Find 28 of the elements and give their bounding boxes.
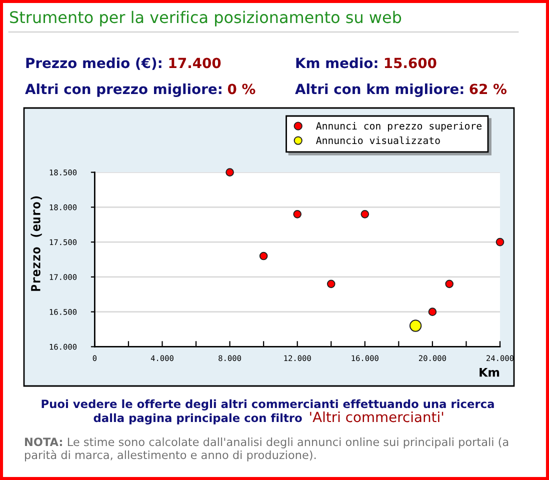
legend-label: Annunci con prezzo superiore xyxy=(316,122,482,132)
text: 0 % xyxy=(228,84,256,94)
point xyxy=(326,280,336,288)
legend-label: Annuncio visualizzato xyxy=(316,136,440,144)
point xyxy=(496,238,504,246)
text: 17.400 xyxy=(169,58,221,68)
point xyxy=(409,320,422,332)
text: Altri con prezzo migliore: xyxy=(25,83,222,97)
point xyxy=(360,210,370,218)
point xyxy=(445,280,454,288)
text: Km medio: xyxy=(296,57,378,68)
text: 15.600 xyxy=(384,58,436,68)
point xyxy=(226,168,234,176)
x-axis-title: Km xyxy=(480,368,500,377)
text: Le stime sono calcolate dall'analisi degli annunci online sui principali portali (a xyxy=(68,437,508,448)
point xyxy=(428,308,437,316)
chart-title: Strumento per la verifica posizionamento su web xyxy=(10,10,402,26)
text: dalla pagina principale con filtro xyxy=(94,413,302,424)
text: parità di marca, allestimento e anno di produzione). xyxy=(25,450,316,462)
text: Prezzo medio (€): xyxy=(26,57,162,70)
y-axis-title: Prezzo (euro) xyxy=(30,196,42,291)
point xyxy=(293,210,302,218)
text: Altri con km migliore: xyxy=(295,83,464,97)
text: NOTA: xyxy=(25,438,62,446)
text: Puoi vedere le offerte degli altri commercianti effettuando una ricerca xyxy=(42,399,494,410)
text: 'Altri commercianti' xyxy=(310,411,444,422)
text: 62 % xyxy=(470,84,507,94)
point xyxy=(259,252,268,260)
